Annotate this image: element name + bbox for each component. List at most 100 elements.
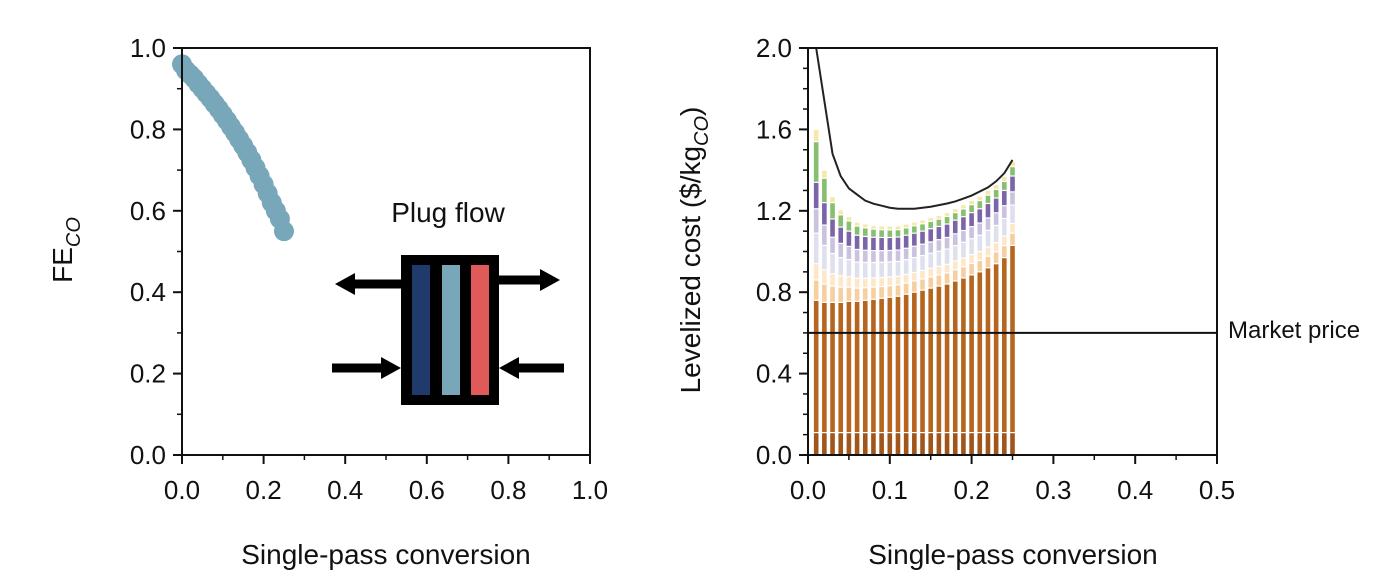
- cost-bar-segment: [969, 213, 974, 227]
- cost-bar-segment: [1002, 236, 1007, 245]
- cost-y-axis-title-end: ): [675, 107, 706, 116]
- cost-x-tick-label: 0.1: [872, 475, 908, 505]
- cost-bar-segment: [854, 433, 860, 455]
- cost-bar-segment: [985, 195, 991, 203]
- fe-co-chart: Plug flow 0.0 0.2 0.4 0.6 0.8 1.0 0.0 0.2 0.4 0.6…: [47, 33, 608, 570]
- cost-bar-segment: [952, 234, 958, 245]
- cost-bar-segment: [944, 264, 950, 273]
- fe-y-tick-label: 0.8: [130, 114, 166, 144]
- cost-bar-segment: [961, 209, 966, 217]
- cost-bar-segment: [928, 253, 933, 268]
- cost-bar-segment: [846, 231, 852, 246]
- reactor-channel-red: [471, 265, 489, 395]
- cost-bar-segment: [985, 218, 991, 230]
- cost-bar-segment: [846, 247, 852, 260]
- cost-bar-segment: [822, 225, 827, 245]
- cost-bar-segment: [928, 288, 933, 433]
- cost-bar-segment: [895, 433, 901, 455]
- cost-bar-segment: [969, 433, 974, 455]
- cost-y-tick-label: 0.0: [756, 440, 792, 470]
- plug-flow-inset: [332, 255, 564, 405]
- cost-bar-segment: [961, 278, 966, 433]
- cost-bar-segment: [912, 281, 917, 292]
- cost-bar-segment: [879, 262, 884, 277]
- cost-bar-segment: [903, 235, 909, 248]
- cost-bar-segment: [862, 228, 868, 236]
- cost-bar-segment: [928, 242, 933, 253]
- cost-y-tick-label: 1.6: [756, 114, 792, 144]
- cost-bar-segment: [903, 294, 909, 433]
- fe-y-axis-title: FECO: [47, 217, 85, 283]
- cost-bar-segment: [912, 258, 917, 272]
- cost-bar-segment: [813, 130, 819, 142]
- cost-bar-segment: [879, 298, 884, 433]
- cost-bar-segment: [952, 246, 958, 261]
- cost-bar-segment: [822, 284, 827, 302]
- levelized-cost-chart: Market price 0.0 0.1 0.2 0.3 0.4 0.5 0.0 0.4 0.8…: [675, 33, 1360, 570]
- cost-bar-segment: [985, 230, 991, 247]
- cost-bar-segment: [977, 433, 983, 455]
- cost-bar-segment: [822, 170, 827, 178]
- fe-x-tick-label: 1.0: [572, 475, 608, 505]
- cost-bar-segment: [936, 251, 942, 266]
- cost-bar-segment: [871, 251, 876, 262]
- cost-bar-segment: [830, 203, 835, 219]
- cost-bar-segment: [903, 275, 909, 283]
- cost-x-tick-label: 0.5: [1199, 475, 1235, 505]
- fe-y-tick-label: 0.2: [130, 359, 166, 389]
- cost-bar-segment: [993, 190, 999, 198]
- cost-bar-segment: [854, 226, 860, 235]
- cost-bar-segment: [822, 245, 827, 270]
- cost-bar-segment: [936, 227, 942, 240]
- cost-y-axis-title: Levelized cost ($/kgCO): [675, 107, 713, 394]
- inlet-arrow-left-icon: [332, 357, 401, 379]
- cost-bar-segment: [944, 284, 950, 433]
- cost-bar-segment: [879, 230, 884, 237]
- cost-bar-segment: [813, 300, 819, 433]
- fe-y-axis-title-sub: CO: [63, 217, 85, 247]
- cost-bar-segment: [813, 182, 819, 209]
- cost-bar-segment: [969, 205, 974, 213]
- fe-y-tick-label: 0.6: [130, 196, 166, 226]
- cost-bar-segment: [895, 237, 901, 250]
- reactor-channel-mid: [442, 265, 460, 395]
- cost-bar-segment: [838, 210, 844, 215]
- cost-x-axis-title: Single-pass conversion: [868, 539, 1158, 570]
- cost-bar-segment: [846, 260, 852, 277]
- cost-bar-segment: [944, 217, 950, 224]
- cost-bar-segment: [920, 220, 925, 224]
- cost-bar-segment: [952, 209, 958, 213]
- fe-y-axis-title-main: FE: [47, 247, 78, 283]
- cost-bar-segment: [871, 229, 876, 237]
- cost-bar-segment: [830, 274, 835, 286]
- cost-bar-segment: [993, 433, 999, 455]
- cost-bar-segment: [969, 227, 974, 239]
- cost-bar-segment: [879, 278, 884, 286]
- cost-bar-segment: [977, 209, 983, 223]
- cost-bar-segment: [830, 433, 835, 455]
- cost-bar-segment: [813, 142, 819, 182]
- cost-bar-segment: [862, 288, 868, 300]
- cost-bar-segment: [854, 235, 860, 249]
- cost-bar-segment: [813, 209, 819, 233]
- cost-bar-segment: [1002, 182, 1007, 190]
- cost-bar-segment: [822, 203, 827, 225]
- fe-y-tick-label: 0.0: [130, 440, 166, 470]
- cost-bar-segment: [862, 224, 868, 228]
- fe-x-tick-label: 0.2: [246, 475, 282, 505]
- cost-bar-segment: [879, 251, 884, 262]
- cost-bar-segment: [879, 433, 884, 455]
- cost-bar-segment: [846, 277, 852, 287]
- cost-bar-segment: [985, 247, 991, 256]
- cost-bar-segment: [977, 272, 983, 433]
- cost-bar-segment: [813, 280, 819, 300]
- cost-bar-segment: [1002, 258, 1007, 433]
- cost-bar-segment: [961, 231, 966, 242]
- cost-bar-segment: [1002, 206, 1007, 218]
- cost-bar-segment: [838, 215, 844, 227]
- cost-bar-segment: [1010, 167, 1015, 176]
- cost-bar-segment: [830, 302, 835, 433]
- fe-marker: [274, 221, 294, 242]
- cost-bar-segment: [969, 264, 974, 275]
- plug-flow-label: Plug flow: [391, 197, 505, 228]
